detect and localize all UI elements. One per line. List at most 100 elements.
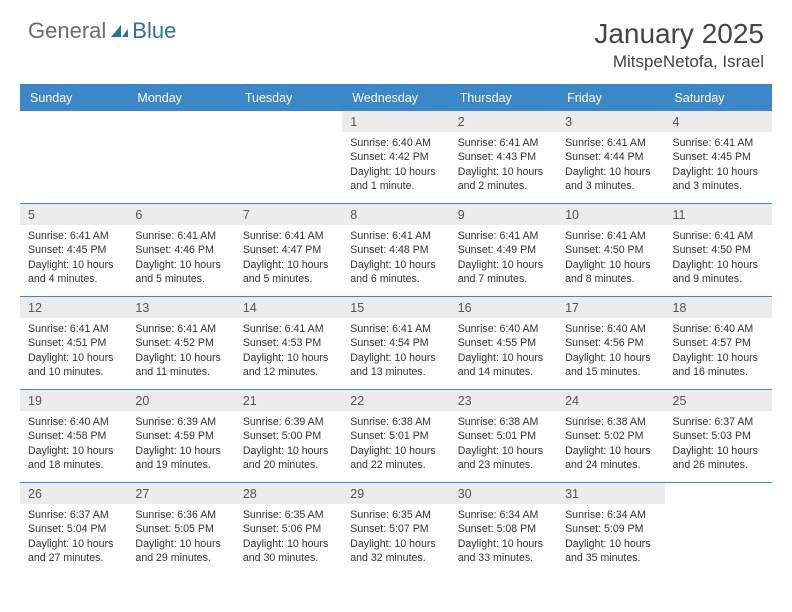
sunset-line: Sunset: 5:06 PM [243, 522, 334, 536]
sunset-value: 4:50 PM [604, 244, 643, 256]
sunset-label: Sunset: [135, 430, 171, 442]
sunrise-line: Sunrise: 6:36 AM [135, 508, 226, 522]
weekday-label: Sunday [20, 84, 127, 111]
day-cell: 6Sunrise: 6:41 AMSunset: 4:46 PMDaylight… [127, 204, 234, 296]
sunset-line: Sunset: 4:56 PM [565, 336, 656, 350]
sunset-value: 4:45 PM [711, 151, 750, 163]
day-number: 22 [342, 390, 449, 411]
daylight-label: Daylight: [28, 445, 69, 457]
daylight-label: Daylight: [135, 259, 176, 271]
daylight-label: Daylight: [350, 445, 391, 457]
day-body [127, 118, 234, 128]
day-number: 15 [342, 297, 449, 318]
sunrise-label: Sunrise: [28, 509, 67, 521]
sunset-value: 4:51 PM [67, 337, 106, 349]
sunset-label: Sunset: [565, 523, 601, 535]
day-number: 31 [557, 483, 664, 504]
sunset-line: Sunset: 5:00 PM [243, 429, 334, 443]
daylight-label: Daylight: [135, 445, 176, 457]
sunset-line: Sunset: 4:59 PM [135, 429, 226, 443]
sunrise-value: 6:35 AM [392, 509, 431, 521]
day-cell: 8Sunrise: 6:41 AMSunset: 4:48 PMDaylight… [342, 204, 449, 296]
weekday-label: Thursday [450, 84, 557, 111]
day-number: 25 [665, 390, 772, 411]
daylight-line: Daylight: 10 hours and 18 minutes. [28, 444, 119, 473]
daylight-line: Daylight: 10 hours and 19 minutes. [135, 444, 226, 473]
sunrise-label: Sunrise: [243, 323, 282, 335]
daylight-label: Daylight: [458, 166, 499, 178]
sunrise-value: 6:40 AM [392, 137, 431, 149]
sunrise-line: Sunrise: 6:40 AM [350, 136, 441, 150]
sunrise-value: 6:41 AM [607, 230, 646, 242]
weekday-label: Friday [557, 84, 664, 111]
sunset-label: Sunset: [350, 523, 386, 535]
sunset-line: Sunset: 4:47 PM [243, 243, 334, 257]
day-number [235, 111, 342, 118]
sunrise-value: 6:39 AM [285, 416, 324, 428]
title-block: January 2025 MitspeNetofa, Israel [594, 18, 764, 72]
day-cell: 5Sunrise: 6:41 AMSunset: 4:45 PMDaylight… [20, 204, 127, 296]
sunset-label: Sunset: [673, 151, 709, 163]
sunrise-value: 6:41 AM [70, 230, 109, 242]
sunset-value: 5:09 PM [604, 523, 643, 535]
sunset-line: Sunset: 4:50 PM [673, 243, 764, 257]
day-body: Sunrise: 6:36 AMSunset: 5:05 PMDaylight:… [127, 504, 234, 571]
sunset-label: Sunset: [243, 337, 279, 349]
sunset-value: 5:05 PM [174, 523, 213, 535]
day-body: Sunrise: 6:40 AMSunset: 4:56 PMDaylight:… [557, 318, 664, 385]
sunset-line: Sunset: 5:01 PM [350, 429, 441, 443]
sunrise-line: Sunrise: 6:41 AM [350, 229, 441, 243]
sunset-label: Sunset: [458, 430, 494, 442]
day-cell: 11Sunrise: 6:41 AMSunset: 4:50 PMDayligh… [665, 204, 772, 296]
sunrise-value: 6:41 AM [177, 323, 216, 335]
week-row: 26 Sunrise: 6:37 AMSunset: 5:04 PM Dayligh… [20, 482, 772, 575]
sunrise-value: 6:40 AM [607, 323, 646, 335]
day-number: 3 [557, 111, 664, 132]
sunset-label: Sunset: [458, 244, 494, 256]
sunrise-label: Sunrise: [135, 230, 174, 242]
daylight-label: Daylight: [673, 259, 714, 271]
sunrise-value: 6:34 AM [500, 509, 539, 521]
sunrise-line: Sunrise: 6:37 AM [673, 415, 764, 429]
sunrise-value: 6:37 AM [70, 509, 109, 521]
sunrise-label: Sunrise: [350, 137, 389, 149]
sunset-value: 5:08 PM [497, 523, 536, 535]
daylight-line: Daylight: 10 hours and 2 minutes. [458, 165, 549, 194]
day-number: 12 [20, 297, 127, 318]
day-body: Sunrise: 6:41 AMSunset: 4:50 PMDaylight:… [665, 225, 772, 292]
sunset-value: 4:44 PM [604, 151, 643, 163]
day-number [20, 111, 127, 118]
sunrise-label: Sunrise: [135, 509, 174, 521]
day-body: Sunrise: 6:41 AMSunset: 4:45 PMDaylight:… [20, 225, 127, 292]
day-number: 26 [20, 483, 127, 504]
daylight-line: Daylight: 10 hours and 4 minutes. [28, 258, 119, 287]
day-number: 11 [665, 204, 772, 225]
sunrise-value: 6:41 AM [607, 137, 646, 149]
day-cell: 18Sunrise: 6:40 AMSunset: 4:57 PMDayligh… [665, 297, 772, 389]
daylight-line: Daylight: 10 hours and 15 minutes. [565, 351, 656, 380]
sunset-line: Sunset: 5:04 PM [28, 522, 119, 536]
weekday-label: Saturday [665, 84, 772, 111]
daylight-line: Daylight: 10 hours and 6 minutes. [350, 258, 441, 287]
daylight-label: Daylight: [565, 352, 606, 364]
sunset-line: Sunset: 4:50 PM [565, 243, 656, 257]
sunrise-line: Sunrise: 6:41 AM [135, 229, 226, 243]
sunrise-label: Sunrise: [28, 416, 67, 428]
weekday-header-row: SundayMondayTuesdayWednesdayThursdayFrid… [20, 84, 772, 111]
page-header: General Blue January 2025 MitspeNetofa, … [0, 0, 792, 76]
day-cell: 31Sunrise: 6:34 AMSunset: 5:09 PMDayligh… [557, 483, 664, 575]
location-text: MitspeNetofa, Israel [594, 52, 764, 72]
sunset-line: Sunset: 5:01 PM [458, 429, 549, 443]
day-body [665, 490, 772, 500]
sunrise-label: Sunrise: [350, 509, 389, 521]
sunrise-label: Sunrise: [673, 137, 712, 149]
day-cell: 21Sunrise: 6:39 AMSunset: 5:00 PMDayligh… [235, 390, 342, 482]
weekday-label: Wednesday [342, 84, 449, 111]
daylight-line: Daylight: 10 hours and 32 minutes. [350, 537, 441, 566]
sunrise-value: 6:41 AM [500, 230, 539, 242]
sunset-label: Sunset: [243, 430, 279, 442]
sunset-label: Sunset: [565, 430, 601, 442]
sunrise-label: Sunrise: [565, 230, 604, 242]
day-body: Sunrise: 6:41 AMSunset: 4:47 PMDaylight:… [235, 225, 342, 292]
logo-sail-icon [108, 23, 130, 39]
